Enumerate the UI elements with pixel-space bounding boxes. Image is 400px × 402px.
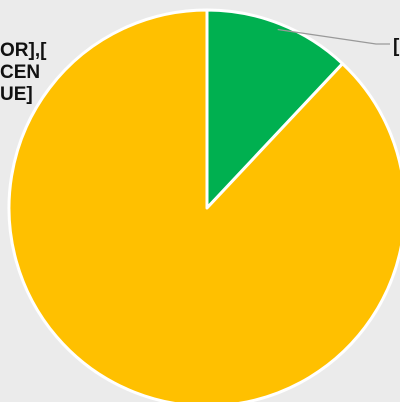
data-label-1: [ (393, 36, 400, 57)
pie-slices (7, 8, 400, 402)
data-label-2: OR],[CEN UE] (0, 40, 47, 105)
leader-line-1 (277, 28, 390, 45)
leader-lines (277, 28, 390, 45)
pie-slice-1 (205, 8, 345, 210)
data-labels: [ OR],[CEN UE] (0, 36, 400, 105)
data-label-2-line: CEN (0, 62, 40, 83)
data-label-1-line: [ (393, 36, 400, 57)
pie-slice-2 (7, 8, 400, 402)
data-label-2-line: UE] (0, 84, 33, 105)
data-label-2-line: OR],[ (0, 40, 47, 61)
